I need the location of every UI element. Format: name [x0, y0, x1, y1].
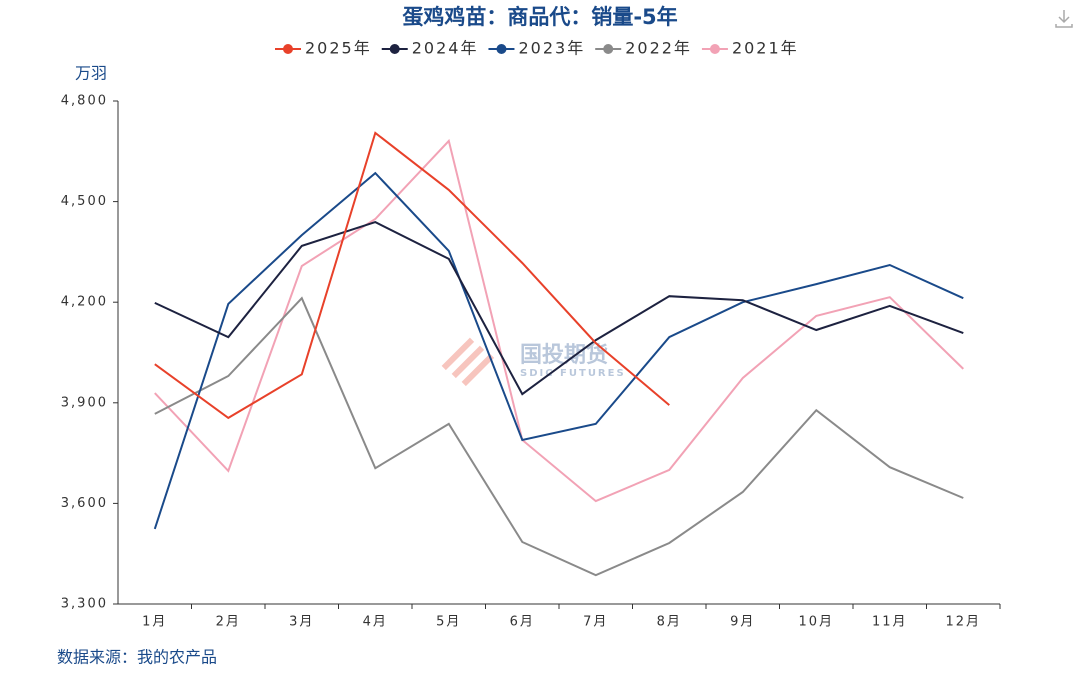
y-tick-label: 4,500 [61, 194, 108, 209]
series-line [153, 171, 964, 530]
legend-label: 2023年 [518, 39, 585, 58]
x-tick-label: 9月 [730, 615, 755, 630]
y-tick-label: 3,300 [61, 597, 108, 612]
x-tick-label: 7月 [583, 615, 608, 630]
download-icon[interactable] [1055, 10, 1073, 28]
x-tick-label: 5月 [436, 615, 461, 630]
legend-label: 2021年 [732, 39, 799, 58]
series-line [154, 138, 964, 503]
legend-label: 2025年 [305, 39, 372, 58]
legend-marker [389, 44, 400, 54]
x-tick-label: 11月 [872, 615, 908, 630]
x-tick-label: 12月 [945, 615, 981, 630]
series-line [154, 221, 964, 396]
x-tick-label: 4月 [363, 615, 388, 630]
series-line [154, 131, 670, 420]
legend-marker [496, 44, 507, 54]
x-tick-label: 8月 [657, 615, 682, 630]
series-line [154, 296, 964, 577]
legend-marker [283, 44, 293, 54]
legend-label: 2022年 [625, 39, 692, 58]
y-tick-label: 4,800 [61, 94, 108, 109]
legend-marker [709, 44, 720, 54]
x-tick-label: 3月 [289, 615, 314, 630]
x-tick-label: 10月 [798, 615, 834, 630]
y-tick-label: 3,600 [61, 496, 108, 511]
x-tick-label: 2月 [216, 615, 241, 630]
legend-marker [603, 44, 614, 54]
y-tick-label: 4,200 [61, 295, 108, 310]
watermark: 国投期货 SDIC FUTURES [441, 337, 626, 387]
y-tick-label: 3,900 [61, 395, 108, 410]
y-axis-label: 万羽 [75, 64, 107, 83]
x-tick-label: 1月 [142, 615, 167, 630]
source: 数据来源：我的农产品 [57, 648, 217, 667]
chart-title: 蛋鸡鸡苗：商品代：销量-5年 [402, 5, 677, 29]
watermark-subtext: SDIC FUTURES [520, 368, 626, 379]
legend-label: 2024年 [412, 39, 479, 58]
x-tick-label: 6月 [510, 615, 535, 630]
